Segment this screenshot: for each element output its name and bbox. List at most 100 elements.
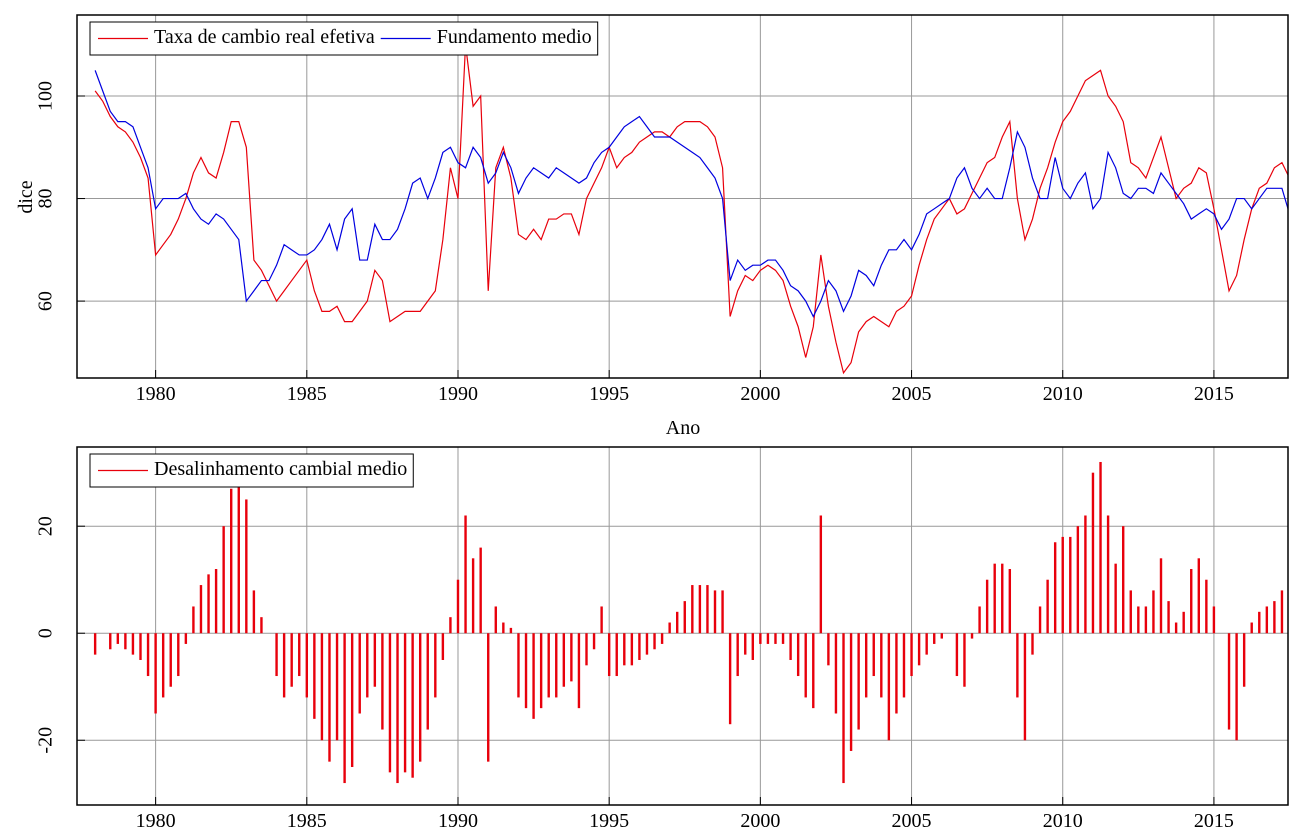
bar xyxy=(237,472,240,634)
x-tick-label: 1995 xyxy=(589,810,629,832)
bar xyxy=(449,617,452,634)
bar xyxy=(282,633,286,698)
bar xyxy=(230,488,233,634)
bar xyxy=(1099,461,1102,634)
bar xyxy=(146,633,150,677)
y-axis-label: dice xyxy=(15,180,37,213)
bar xyxy=(358,633,361,714)
bar xyxy=(1152,590,1155,634)
bar xyxy=(917,633,921,666)
y-tick-label: 60 xyxy=(35,291,57,311)
bar xyxy=(978,606,981,634)
bar xyxy=(403,633,407,773)
bar xyxy=(781,633,785,644)
bar xyxy=(252,590,256,634)
bar xyxy=(131,633,135,655)
bar xyxy=(796,633,800,677)
bar xyxy=(1190,569,1193,634)
bar xyxy=(1001,563,1004,634)
x-tick-label: 1990 xyxy=(438,383,478,405)
bar xyxy=(812,633,815,709)
bar xyxy=(970,633,974,639)
x-tick-label: 2010 xyxy=(1043,810,1083,832)
bar xyxy=(479,547,482,634)
bar xyxy=(260,617,263,634)
y-tick-label: 20 xyxy=(35,516,57,536)
bar xyxy=(638,633,641,660)
x-tick-label: 2000 xyxy=(740,810,780,832)
bar xyxy=(517,633,520,698)
x-tick-label: 1990 xyxy=(438,810,478,832)
bar xyxy=(1038,606,1042,634)
panel: 1980 1985 1990 1995 2000 2005 2010 2015 60 80 100 T… xyxy=(35,14,1289,405)
bar xyxy=(804,633,807,698)
legend-box xyxy=(89,21,599,56)
bar xyxy=(1129,590,1132,634)
x-axis-label: Ano xyxy=(666,417,700,439)
bar xyxy=(275,633,278,677)
bar xyxy=(1016,633,1019,698)
bar xyxy=(585,633,588,666)
bar xyxy=(691,585,694,634)
legend-label: Fundamento medio xyxy=(437,26,592,48)
x-tick-label: 2015 xyxy=(1194,810,1234,832)
bar xyxy=(955,633,959,677)
bar xyxy=(842,633,845,784)
bar xyxy=(660,633,664,644)
bar xyxy=(570,633,573,682)
x-tick-label: 1985 xyxy=(287,810,327,832)
bar xyxy=(645,633,649,655)
bar xyxy=(963,633,966,687)
bar xyxy=(1091,472,1095,634)
bar xyxy=(539,633,543,709)
bar xyxy=(1242,633,1246,687)
bar xyxy=(615,633,618,677)
bar xyxy=(759,633,762,644)
bar xyxy=(177,633,180,677)
bar xyxy=(880,633,883,698)
x-tick-label: 2015 xyxy=(1194,383,1234,405)
bar xyxy=(1280,590,1284,634)
bar xyxy=(441,633,445,660)
bar xyxy=(1197,558,1201,634)
bar xyxy=(592,633,596,650)
bar xyxy=(298,633,301,677)
bar xyxy=(1069,536,1072,634)
bar xyxy=(199,585,203,634)
bar xyxy=(532,633,535,719)
bar xyxy=(456,579,460,634)
bar xyxy=(487,633,490,762)
bar xyxy=(887,633,891,741)
bar xyxy=(464,515,467,634)
bar xyxy=(1182,611,1185,634)
bar xyxy=(706,585,709,634)
bar xyxy=(245,499,248,634)
y-tick-label: 80 xyxy=(35,189,57,209)
bar xyxy=(985,579,989,634)
bar xyxy=(827,633,830,666)
bar xyxy=(93,633,97,655)
y-tick-label: 100 xyxy=(35,81,57,111)
bar xyxy=(925,633,928,655)
bar xyxy=(396,633,399,784)
bar xyxy=(1122,526,1125,634)
bar xyxy=(366,633,369,698)
bar xyxy=(577,633,581,709)
bar xyxy=(933,633,936,644)
x-tick-label: 1985 xyxy=(287,383,327,405)
bar xyxy=(1008,569,1012,634)
bar xyxy=(388,633,392,773)
bar xyxy=(411,633,414,778)
bar xyxy=(154,633,157,714)
bar xyxy=(819,515,823,634)
bar xyxy=(600,606,603,634)
bar xyxy=(1159,558,1163,634)
bar xyxy=(320,633,324,741)
plot-frame xyxy=(76,446,1289,806)
bar xyxy=(471,558,475,634)
bar xyxy=(139,633,142,660)
bar xyxy=(668,622,671,634)
bar xyxy=(751,633,755,660)
bar xyxy=(630,633,634,666)
